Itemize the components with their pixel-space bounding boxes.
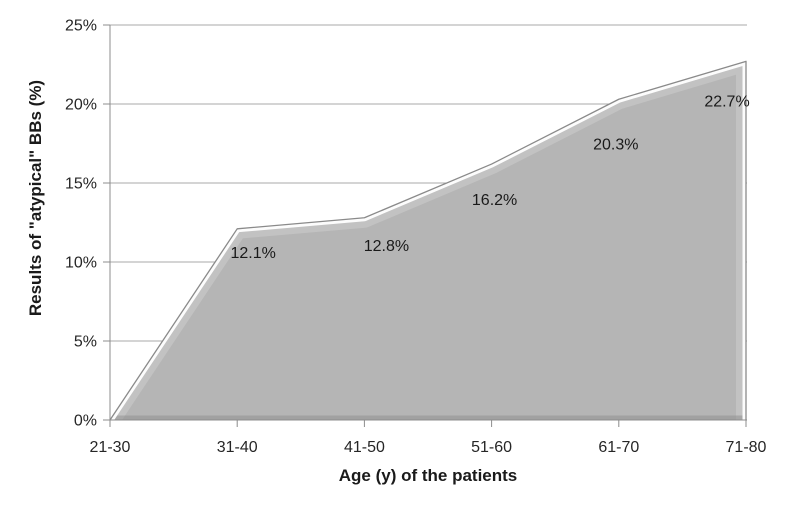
x-tick-label: 21-30: [90, 439, 131, 456]
y-tick-label: 15%: [65, 176, 97, 193]
data-label: 12.8%: [364, 238, 409, 255]
data-label: 16.2%: [472, 192, 517, 209]
y-tick-labels: 0% 5% 10% 15% 20% 25%: [65, 18, 97, 430]
x-tick-label: 31-40: [217, 439, 258, 456]
data-labels: 12.1% 12.8% 16.2% 20.3% 22.7%: [231, 93, 750, 261]
y-tick-label: 25%: [65, 18, 97, 35]
x-tick-label: 41-50: [344, 439, 385, 456]
axes: [103, 24, 747, 427]
y-tick-label: 0%: [74, 413, 97, 430]
data-label: 12.1%: [231, 245, 276, 262]
y-tick-label: 20%: [65, 97, 97, 114]
x-tick-label: 61-70: [598, 439, 639, 456]
area-series: [109, 60, 747, 421]
data-label: 22.7%: [704, 93, 749, 110]
y-tick-label: 5%: [74, 334, 97, 351]
x-axis-title: Age (y) of the patients: [338, 466, 518, 485]
x-tick-label: 51-60: [471, 439, 512, 456]
x-tick-label: 71-80: [726, 439, 767, 456]
y-tick-label: 10%: [65, 255, 97, 272]
y-axis-title: Results of "atypical" BBs (%): [26, 79, 45, 317]
x-tick-labels: 21-30 31-40 41-50 51-60 61-70 71-80: [90, 439, 767, 456]
data-label: 20.3%: [593, 136, 638, 153]
